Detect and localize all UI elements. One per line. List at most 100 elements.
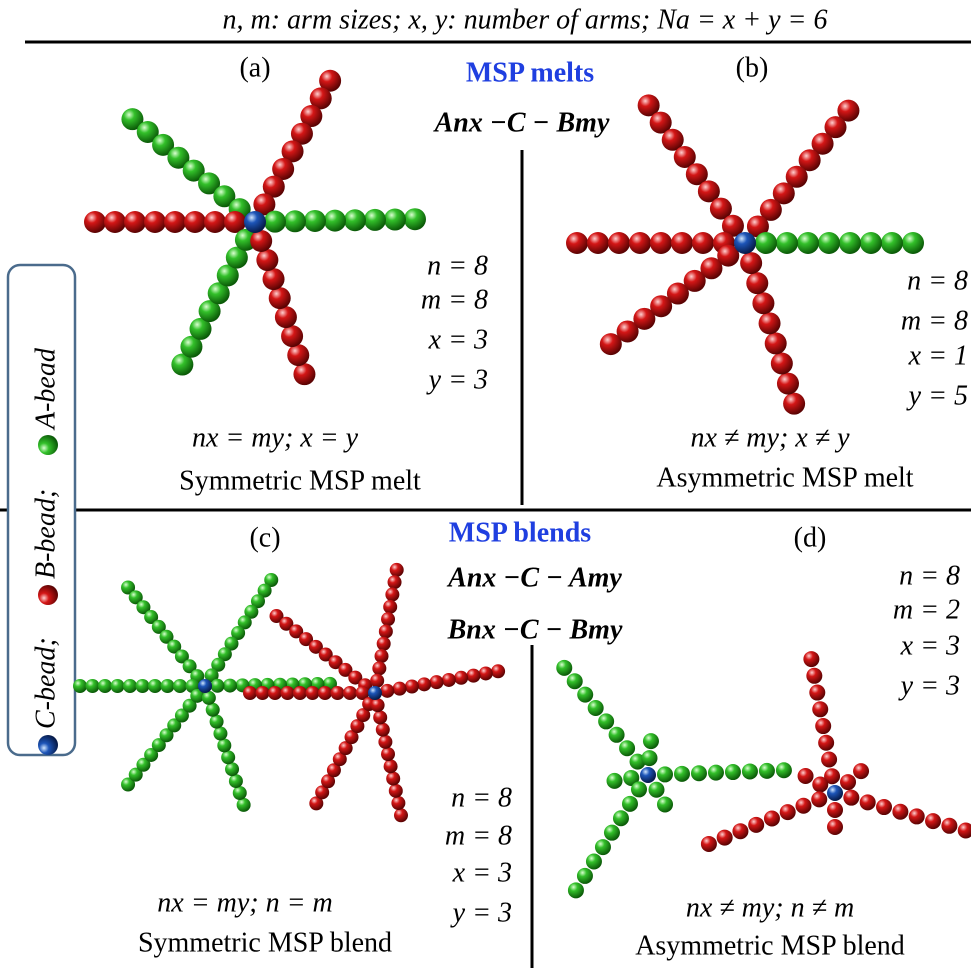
bead — [217, 738, 231, 752]
bead — [776, 762, 792, 778]
bead — [853, 763, 869, 779]
bead — [827, 819, 843, 835]
parameter: n = 8 — [907, 265, 968, 296]
bead — [430, 675, 444, 689]
caption: Symmetric MSP blend — [138, 927, 392, 958]
panel-label: (a) — [239, 52, 270, 83]
bead — [390, 563, 404, 577]
bead — [293, 686, 307, 700]
bead — [759, 312, 781, 334]
bead — [287, 344, 309, 366]
bead — [809, 685, 825, 701]
bead — [324, 210, 346, 232]
parameter: n = 8 — [427, 250, 488, 281]
bead — [417, 677, 431, 691]
bead — [256, 686, 270, 700]
bead — [73, 679, 87, 693]
bead — [378, 735, 392, 749]
legend-swatch — [38, 435, 58, 455]
bead — [370, 674, 384, 688]
bead — [815, 718, 831, 734]
bead — [256, 249, 278, 271]
parameter: y = 3 — [450, 897, 512, 928]
bead — [780, 804, 796, 820]
bead — [876, 799, 892, 815]
bead — [136, 679, 150, 693]
parameter: n = 8 — [451, 782, 512, 813]
bead — [839, 232, 861, 254]
bead — [343, 686, 357, 700]
bead — [225, 762, 239, 776]
caption: Asymmetric MSP blend — [635, 930, 905, 961]
bead — [674, 766, 690, 782]
bead — [708, 765, 724, 781]
legend: C-bead; B-bead; A-bead — [30, 347, 61, 755]
bead — [389, 784, 403, 798]
relation: nx = my; x = y — [192, 422, 359, 453]
bead — [372, 661, 386, 675]
bead — [491, 664, 505, 678]
caption: Asymmetric MSP melt — [656, 462, 913, 493]
bead — [860, 794, 876, 810]
bead — [318, 686, 332, 700]
bead — [269, 287, 291, 309]
parameter: x = 3 — [428, 324, 488, 355]
bead — [806, 668, 822, 684]
bead — [206, 703, 220, 717]
bead — [783, 393, 805, 415]
parameter: m = 8 — [445, 820, 512, 851]
legend-label: C-bead; — [30, 637, 61, 729]
bead — [881, 232, 903, 254]
parameter: x = 3 — [452, 857, 512, 888]
bead — [373, 710, 387, 724]
bead — [759, 763, 775, 779]
bead — [604, 825, 620, 841]
bead — [221, 750, 235, 764]
bead — [377, 637, 391, 651]
bead — [925, 813, 941, 829]
bead — [746, 272, 768, 294]
bead — [860, 232, 882, 254]
bead — [229, 774, 243, 788]
bead — [587, 232, 609, 254]
bead — [811, 791, 827, 807]
parameter: m = 8 — [421, 284, 488, 315]
bead — [391, 796, 405, 810]
bead — [764, 810, 780, 826]
bead — [812, 777, 828, 793]
bead — [556, 660, 572, 676]
bead — [692, 232, 714, 254]
bead — [609, 727, 625, 743]
bead — [577, 868, 593, 884]
bead — [454, 671, 468, 685]
bead — [275, 306, 297, 328]
bead — [104, 211, 126, 233]
bead — [381, 747, 395, 761]
core-bead — [244, 211, 266, 233]
bead — [701, 836, 717, 852]
bead — [164, 211, 186, 233]
bead — [375, 649, 389, 663]
bead — [84, 211, 106, 233]
relation: nx ≠ my; x ≠ y — [691, 422, 851, 453]
formula: Bnx −C − Bmy — [447, 614, 623, 645]
bead — [385, 588, 399, 602]
bead — [284, 210, 306, 232]
bead — [371, 698, 385, 712]
bead — [691, 765, 707, 781]
bead — [381, 612, 395, 626]
bead — [629, 232, 651, 254]
bead — [595, 839, 611, 855]
parameter: x = 1 — [908, 340, 968, 371]
bead — [306, 686, 320, 700]
bead — [892, 804, 908, 820]
core-bead — [640, 767, 656, 783]
bead — [393, 682, 407, 696]
parameter: y = 3 — [898, 670, 960, 701]
bead — [384, 759, 398, 773]
bead — [803, 651, 819, 667]
legend-swatch — [38, 735, 58, 755]
bead — [184, 211, 206, 233]
bead — [388, 575, 402, 589]
bead — [124, 211, 146, 233]
